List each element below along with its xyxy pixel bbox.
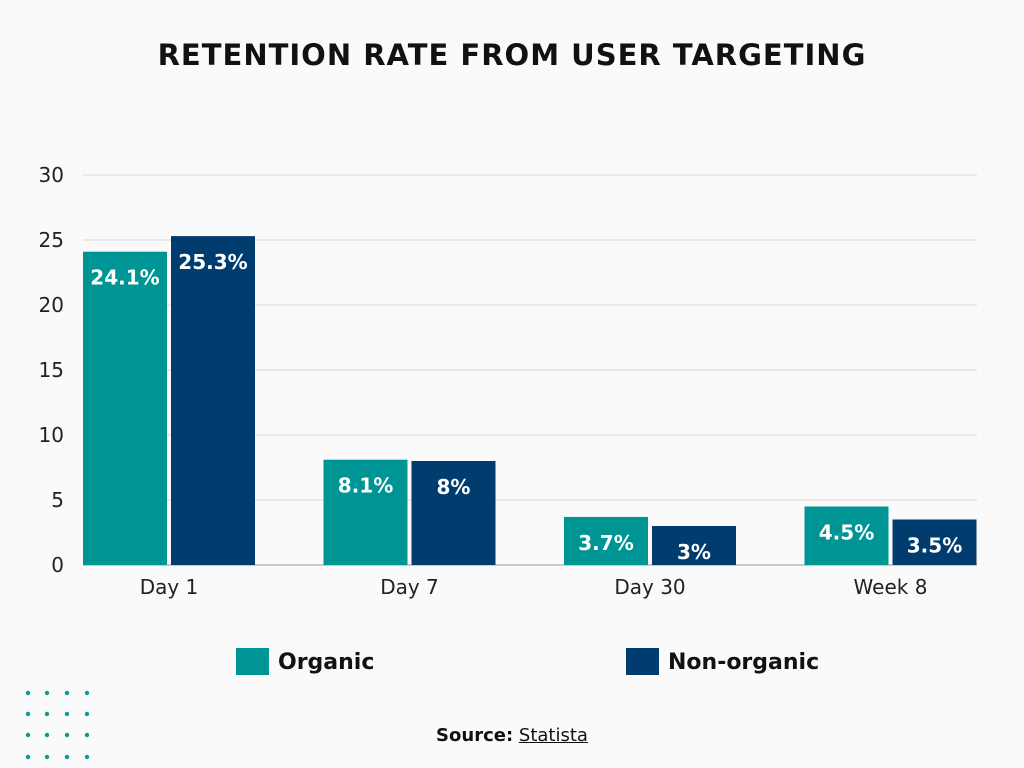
bar-non-organic: [652, 526, 736, 565]
bar-non-organic: [411, 461, 496, 565]
decor-dot: [84, 754, 90, 760]
data-label: 24.1%: [90, 266, 159, 290]
x-tick-label: Day 1: [140, 575, 199, 599]
y-tick-label: 25: [39, 228, 64, 252]
x-tick-label: Day 30: [614, 575, 685, 599]
bar-non-organic: [171, 236, 255, 565]
bar-non-organic: [892, 519, 977, 565]
bar-organic: [804, 506, 889, 565]
decor-dot: [64, 690, 70, 696]
source-label: Source:: [436, 725, 514, 746]
decor-dot: [44, 690, 50, 696]
decor-dot: [84, 732, 90, 738]
y-tick-label: 30: [39, 163, 64, 187]
data-label: 3%: [677, 540, 711, 564]
legend-swatch: [626, 648, 659, 675]
bar-organic: [83, 251, 167, 565]
x-tick-label: Week 8: [854, 575, 928, 599]
decor-dot: [64, 732, 70, 738]
data-label: 25.3%: [178, 250, 247, 274]
decor-dot: [25, 711, 31, 717]
y-tick-label: 5: [51, 488, 64, 512]
decor-dot: [84, 690, 90, 696]
decor-dot: [25, 732, 31, 738]
bar-organic: [564, 516, 648, 565]
decor-dot: [44, 711, 50, 717]
legend-label: Non-organic: [668, 650, 819, 675]
decor-dot: [64, 711, 70, 717]
decor-dot: [25, 690, 31, 696]
y-tick-label: 0: [51, 553, 64, 577]
legend-swatch: [236, 648, 269, 675]
bar-organic: [323, 459, 408, 565]
source-link[interactable]: Statista: [518, 725, 588, 746]
legend-label: Organic: [278, 650, 374, 675]
decor-dot: [25, 754, 31, 760]
data-label: 3.5%: [907, 534, 962, 558]
data-label: 8%: [437, 475, 471, 499]
decor-dot: [44, 754, 50, 760]
data-label: 4.5%: [819, 521, 874, 545]
data-label: 8.1%: [338, 474, 393, 498]
data-label: 3.7%: [578, 531, 633, 555]
source-line: Source: Statista: [0, 725, 1024, 746]
chart-title: RETENTION RATE FROM USER TARGETING: [157, 38, 867, 72]
y-tick-label: 20: [39, 293, 64, 317]
decor-dot: [64, 754, 70, 760]
x-tick-label: Day 7: [380, 575, 439, 599]
decor-dot: [44, 732, 50, 738]
y-tick-label: 15: [39, 358, 64, 382]
decor-dot: [84, 711, 90, 717]
y-tick-label: 10: [39, 423, 64, 447]
